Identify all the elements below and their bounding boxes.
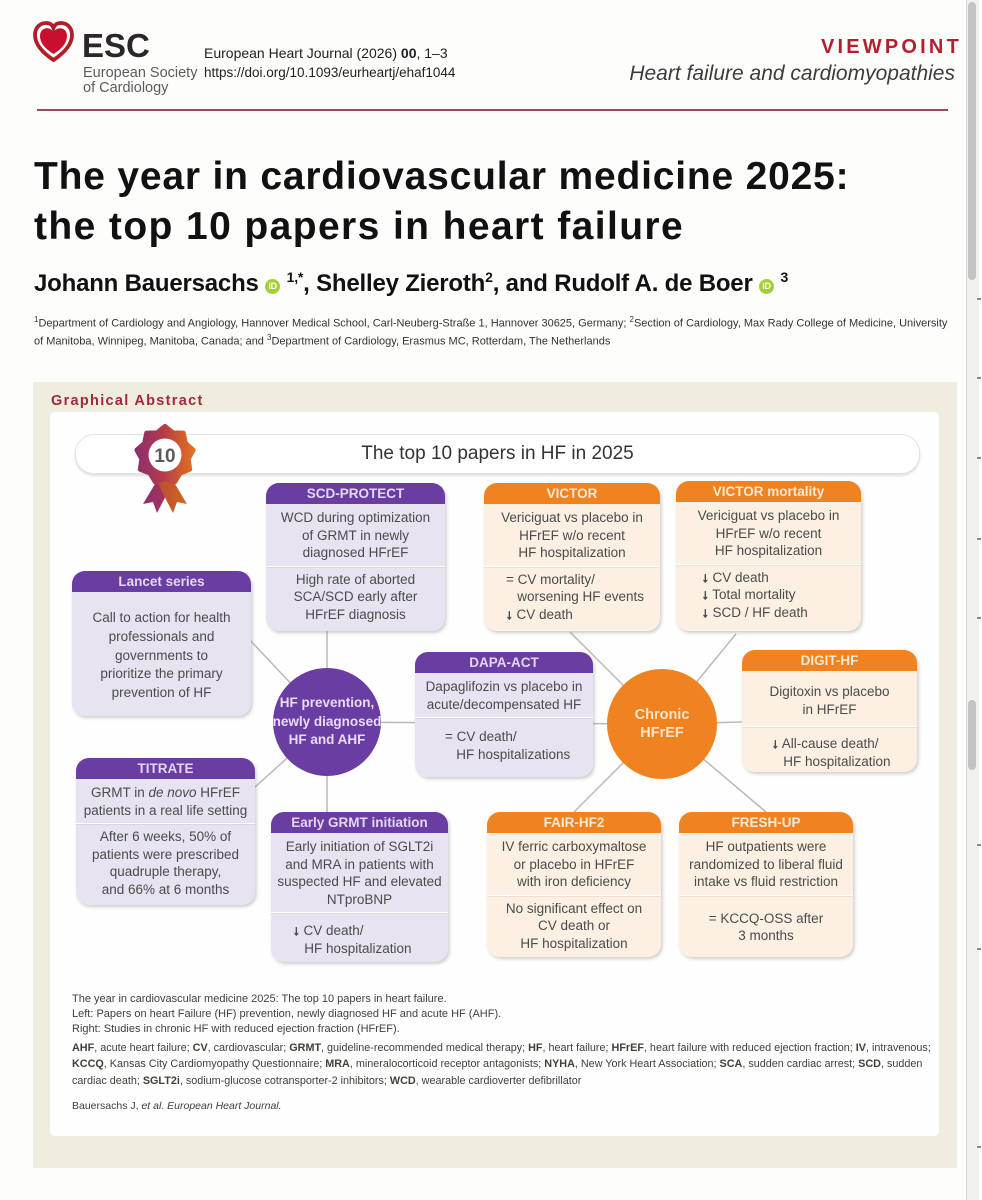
svg-text:10: 10 bbox=[154, 446, 175, 467]
